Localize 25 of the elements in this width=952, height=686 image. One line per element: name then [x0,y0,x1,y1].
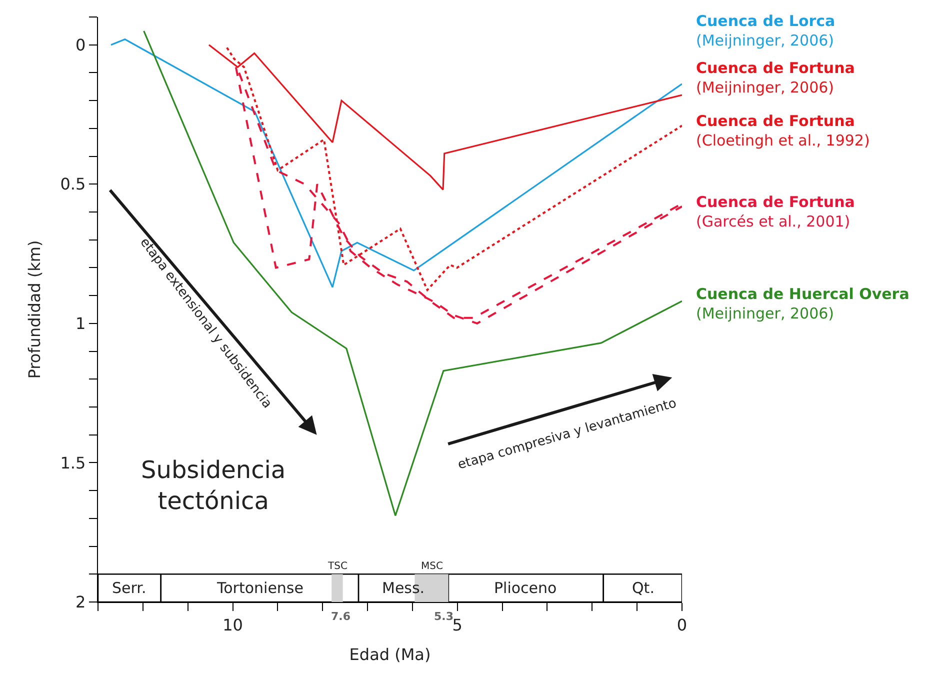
band-label: MSC [421,561,443,572]
y-axis-title: Profundidad (km) [25,240,44,379]
y-tick-label: 1 [75,314,86,334]
x-tick-label: 5 [452,615,462,634]
band-label: Mess. [382,579,425,597]
annotation: Subsidencia tectónica [141,456,286,516]
band-label: Serr. [112,579,146,597]
x-axis-title: Edad (Ma) [349,645,431,664]
y-tick-label: 2 [75,592,86,612]
x-tick-label: 10 [222,615,243,634]
x-tick-label: 0 [676,615,688,634]
annotation: 5.3 [434,610,454,623]
text: Cuenca de Lorca (Meijninger, 2006) [696,12,836,50]
series-label: Cuenca de Huercal Overa (Meijninger, 2006) [696,285,910,322]
y-tick-label: 0.5 [60,174,86,194]
band-label: Qt. [632,579,654,597]
series-label: Cuenca de Fortuna (Meijninger, 2006) [696,59,855,96]
band-label: Plioceno [494,579,557,597]
series-label: Cuenca de Fortuna (Garcés et al., 2001) [696,193,855,230]
annotation: 7.6 [331,610,351,623]
band-label: TSC [327,561,348,572]
band-label: Tortoniense [216,579,304,597]
y-tick-label: 0 [75,35,86,54]
series-label: Cuenca de Fortuna (Cloetingh et al., 1992) [696,112,870,150]
y-tick-label: 1.5 [60,453,86,472]
